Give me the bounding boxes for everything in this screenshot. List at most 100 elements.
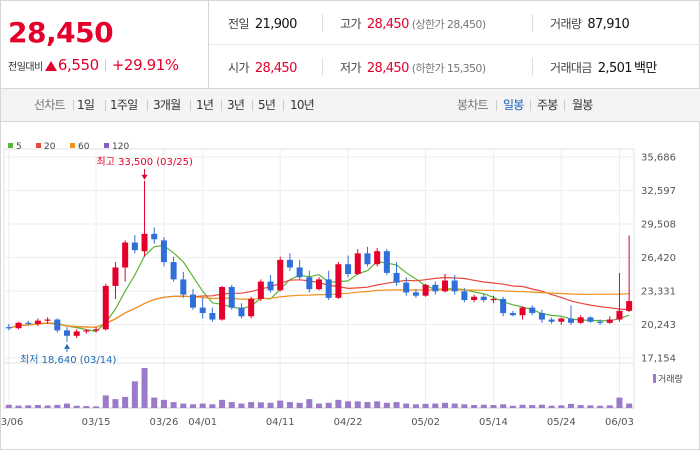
change-rate: +29.91%: [111, 56, 179, 74]
candle-body: [63, 330, 71, 336]
high-price: 고가 28,450 (상한가 28,450): [340, 1, 486, 44]
volume-bar: [219, 399, 226, 408]
candle-body: [93, 329, 100, 331]
divider: [104, 59, 106, 71]
volume-bar: [364, 402, 371, 408]
divider: [105, 100, 106, 111]
tab-1w[interactable]: 1주일: [110, 98, 138, 112]
candle-body: [228, 287, 235, 308]
candle-body: [44, 319, 51, 321]
tab-3y[interactable]: 3년: [227, 98, 245, 112]
volume-value: 87,910: [587, 17, 630, 32]
candle-body: [73, 331, 80, 336]
volume-bar: [160, 399, 167, 408]
volume-bar: [345, 401, 352, 408]
volume-bar: [471, 405, 478, 408]
volume-bar: [577, 405, 584, 408]
volume-bar: [248, 402, 255, 408]
up-triangle-icon: [44, 61, 57, 71]
divider: [322, 58, 323, 76]
candle-body: [422, 284, 429, 296]
candle-body: [567, 318, 575, 323]
tab-monthly[interactable]: 월봉: [572, 98, 593, 112]
volume-bar: [490, 405, 497, 408]
volume-bar: [112, 399, 119, 408]
volume-bar: [451, 403, 458, 408]
tab-1y[interactable]: 1년: [196, 98, 214, 112]
candle-body: [209, 313, 216, 320]
candle-body: [364, 253, 371, 265]
volume-bar: [538, 404, 545, 408]
volume-bar: [180, 403, 187, 408]
y-tick-label: 35,686: [641, 153, 676, 164]
candle-body: [441, 280, 449, 292]
candlestick-chart: 35,686 32,597 29,508 26,420 23,331 20,243 17,1…: [1, 142, 683, 428]
candle-body: [577, 317, 584, 323]
volume-bar: [238, 403, 245, 408]
divider: [147, 100, 148, 111]
y-tick-label: 23,331: [641, 287, 676, 298]
low-value: 28,450: [366, 61, 409, 76]
volume-bar: [63, 403, 71, 408]
x-tick-label: 05/02: [411, 417, 440, 428]
candle-body: [325, 279, 332, 298]
volume-bar: [306, 399, 313, 408]
amount-value: 2,501: [597, 61, 633, 76]
candle-body: [315, 279, 323, 290]
divider: [252, 100, 253, 111]
open-value: 28,450: [254, 61, 297, 76]
volume-bar: [509, 405, 516, 408]
tab-1d[interactable]: 1일: [77, 98, 95, 112]
low-price: 저가 28,450 (하한가 15,350): [340, 45, 486, 88]
tab-5y[interactable]: 5년: [258, 98, 276, 112]
candle-body: [335, 264, 342, 298]
tab-weekly[interactable]: 주봉: [537, 98, 558, 112]
volume-bar: [315, 403, 323, 408]
divider: [221, 100, 222, 111]
trade-amount: 거래대금 2,501 백만: [550, 45, 657, 88]
candle-body: [102, 285, 109, 330]
volume-bar: [189, 404, 197, 408]
tab-10y[interactable]: 10년: [290, 98, 315, 112]
volume-bar: [141, 368, 148, 408]
tab-daily[interactable]: 일봉: [503, 98, 524, 112]
volume-bar: [548, 405, 555, 408]
volume-bar: [44, 405, 51, 408]
upper-limit: (상한가 28,450): [411, 18, 486, 31]
amount-label: 거래대금: [550, 61, 592, 75]
volume-bar: [587, 405, 594, 408]
volume-bar: [626, 403, 633, 408]
high-label: 고가: [340, 17, 361, 31]
volume-bar: [34, 405, 41, 408]
volume-bar: [606, 405, 613, 408]
volume-bar: [374, 401, 381, 408]
candle-body: [122, 242, 129, 268]
change-value: 6,550: [57, 56, 99, 74]
candle-body: [500, 298, 507, 314]
candle-body: [393, 272, 400, 283]
candle-body: [616, 310, 623, 320]
volume-bar: [257, 402, 264, 408]
volume-bar: [529, 405, 536, 408]
lower-limit: (하한가 15,350): [411, 62, 486, 75]
divider: [73, 100, 74, 111]
volume-bar: [54, 404, 61, 408]
candle-body: [180, 279, 187, 295]
candle-body: [490, 298, 497, 301]
volume-bar: [102, 395, 109, 408]
candle-body: [131, 242, 138, 251]
price-chart: 35,686 32,597 29,508 26,420 23,331 20,243 17,1…: [1, 123, 700, 451]
y-tick-label: 17,154: [641, 354, 676, 365]
candle-body: [529, 307, 536, 314]
candle-body: [383, 251, 390, 273]
tab-3m[interactable]: 3개월: [153, 98, 181, 112]
volume-bar: [567, 403, 575, 408]
candle-body: [286, 259, 293, 268]
volume-bar: [170, 402, 177, 408]
volume-bar: [519, 404, 526, 408]
volume-bar: [93, 406, 100, 408]
volume-bar: [228, 402, 235, 408]
volume-bar: [151, 397, 158, 408]
candle-body: [538, 313, 545, 320]
